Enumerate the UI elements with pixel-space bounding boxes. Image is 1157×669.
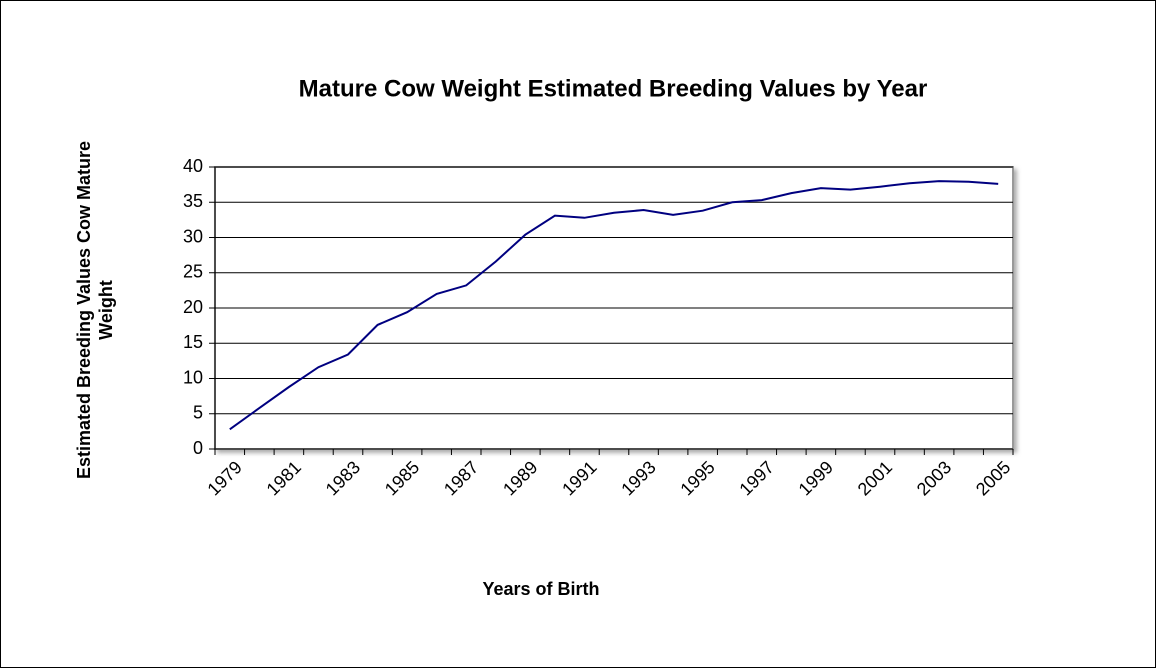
data-line xyxy=(229,180,999,431)
y-tick-label: 15 xyxy=(183,332,203,352)
y-tick-label: 30 xyxy=(183,226,203,246)
y-tick-label: 5 xyxy=(193,403,203,423)
x-axis-title: Years of Birth xyxy=(482,579,599,599)
y-tick-label: 20 xyxy=(183,297,203,317)
chart-title: Mature Cow Weight Estimated Breeding Val… xyxy=(299,75,928,102)
y-tick-label: 40 xyxy=(183,156,203,176)
y-tick-label: 35 xyxy=(183,191,203,211)
y-axis-title: Estimated Breeding Values Cow Mature Weig… xyxy=(74,141,116,479)
y-tick-label: 0 xyxy=(193,438,203,458)
y-tick-label: 25 xyxy=(183,262,203,282)
y-tick-label: 10 xyxy=(183,367,203,387)
